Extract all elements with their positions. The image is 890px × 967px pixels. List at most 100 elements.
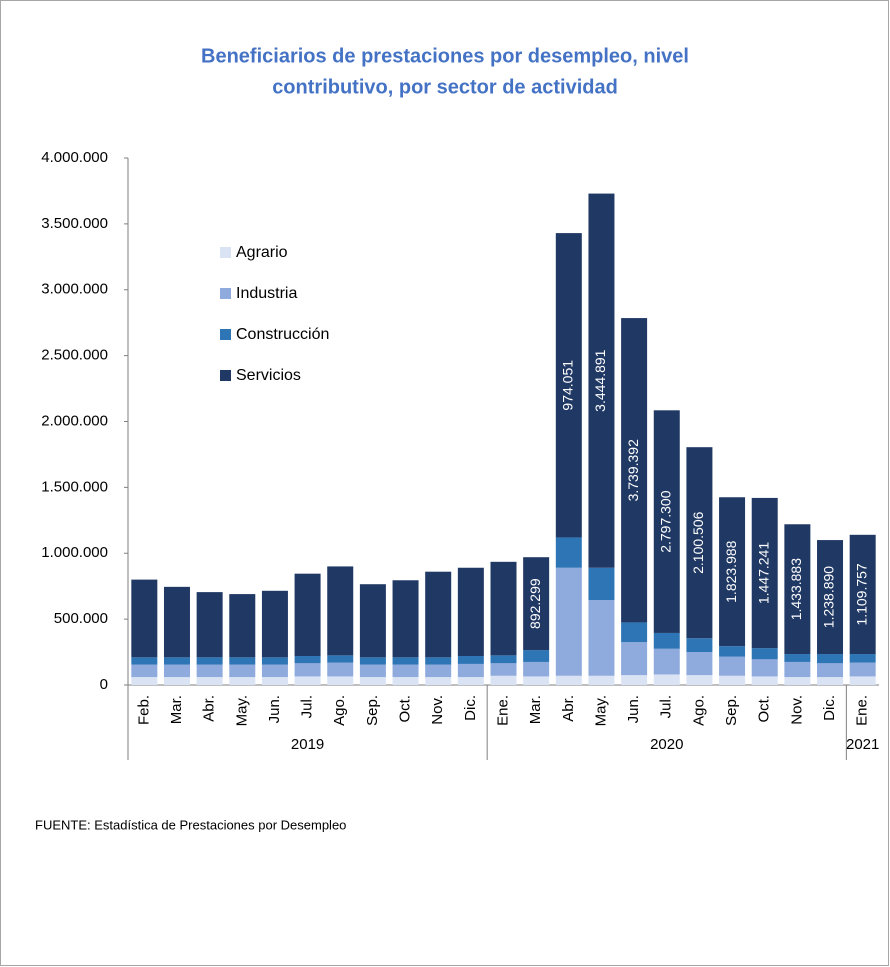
bar-segment bbox=[784, 654, 811, 662]
bar-segment bbox=[555, 567, 582, 676]
x-tick-label: Jul. bbox=[658, 695, 675, 718]
group-label: 2021 bbox=[846, 736, 879, 753]
bar-annotation: 974.051 bbox=[560, 360, 576, 411]
bar-segment bbox=[686, 675, 713, 685]
bar-segment bbox=[131, 664, 158, 678]
bar-segment bbox=[294, 656, 321, 664]
bar-segment bbox=[751, 676, 778, 685]
bar-segment bbox=[327, 655, 354, 663]
bar-segment bbox=[490, 655, 517, 664]
bar-segment bbox=[425, 657, 452, 665]
bar-segment bbox=[163, 664, 190, 678]
bar-segment bbox=[588, 600, 615, 676]
bar-segment bbox=[392, 664, 419, 678]
bar-segment bbox=[686, 638, 713, 653]
bar-segment bbox=[653, 674, 680, 685]
bar-segment bbox=[327, 566, 354, 656]
y-tick-label: 2.500.000 bbox=[41, 347, 108, 364]
y-tick-label: 4.000.000 bbox=[41, 149, 108, 166]
x-tick-label: Abr. bbox=[560, 695, 577, 722]
bar-segment bbox=[817, 654, 844, 664]
x-tick-label: Jun. bbox=[625, 695, 642, 723]
y-tick-label: 3.000.000 bbox=[41, 281, 108, 298]
bar-segment bbox=[457, 663, 484, 678]
x-tick-label: Jul. bbox=[299, 695, 316, 718]
bar-segment bbox=[131, 657, 158, 665]
x-tick-label: May. bbox=[592, 695, 609, 726]
bar-segment bbox=[490, 675, 517, 685]
group-label: 2019 bbox=[291, 736, 324, 753]
legend-swatch bbox=[220, 329, 231, 340]
bar-segment bbox=[457, 567, 484, 657]
bar-segment bbox=[359, 664, 386, 678]
group-label: 2020 bbox=[650, 736, 683, 753]
bar-segment bbox=[294, 676, 321, 685]
bar-segment bbox=[457, 677, 484, 685]
bar-segment bbox=[196, 664, 223, 678]
y-tick-label: 500.000 bbox=[54, 610, 108, 627]
bar-segment bbox=[719, 656, 746, 676]
bar-segment bbox=[588, 193, 615, 568]
x-tick-label: Oct. bbox=[397, 695, 414, 723]
bar-segment bbox=[131, 579, 158, 658]
bar-segment bbox=[653, 648, 680, 675]
bar-segment bbox=[131, 677, 158, 685]
bar-segment bbox=[490, 561, 517, 656]
bar-segment bbox=[523, 557, 550, 651]
legend-label: Servicios bbox=[236, 367, 301, 384]
legend-label: Construcción bbox=[236, 326, 329, 343]
y-tick-label: 2.000.000 bbox=[41, 412, 108, 429]
bar-segment bbox=[621, 318, 648, 623]
x-tick-label: Ago. bbox=[690, 695, 707, 726]
y-tick-label: 1.500.000 bbox=[41, 478, 108, 495]
bar-segment bbox=[425, 677, 452, 685]
bar-segment bbox=[653, 410, 680, 633]
bar-annotation: 2.797.300 bbox=[657, 490, 673, 552]
bar-segment bbox=[621, 675, 648, 685]
bar-segment bbox=[327, 676, 354, 685]
bar-segment bbox=[229, 657, 256, 665]
bar-segment bbox=[229, 594, 256, 658]
bar-segment bbox=[327, 662, 354, 677]
bar-segment bbox=[849, 534, 876, 655]
x-tick-label: Mar. bbox=[168, 695, 185, 724]
bar-segment bbox=[229, 677, 256, 685]
bar-segment bbox=[751, 659, 778, 677]
bar-segment bbox=[425, 664, 452, 678]
bar-segment bbox=[751, 648, 778, 660]
x-tick-label: Ene. bbox=[494, 695, 511, 726]
bar-segment bbox=[392, 580, 419, 658]
bar-segment bbox=[359, 584, 386, 658]
bar-annotation: 1.823.988 bbox=[723, 540, 739, 602]
bar-segment bbox=[163, 677, 190, 685]
bar-annotation: 892.299 bbox=[527, 578, 543, 629]
bar-annotation: 3.444.891 bbox=[592, 349, 608, 411]
bar-segment bbox=[523, 661, 550, 677]
bar-segment bbox=[196, 592, 223, 658]
chart-title: contributivo, por sector de actividad bbox=[272, 76, 618, 98]
bar-segment bbox=[621, 642, 648, 676]
bar-segment bbox=[196, 657, 223, 665]
bar-annotation: 1.109.757 bbox=[853, 563, 869, 625]
x-tick-label: Ene. bbox=[854, 695, 871, 726]
bar-segment bbox=[849, 676, 876, 685]
bar-segment bbox=[784, 661, 811, 678]
bar-segment bbox=[719, 646, 746, 657]
y-tick-label: 1.000.000 bbox=[41, 544, 108, 561]
legend-swatch bbox=[220, 247, 231, 258]
x-tick-label: Dic. bbox=[462, 695, 479, 721]
bar-segment bbox=[359, 677, 386, 685]
x-tick-label: Ago. bbox=[331, 695, 348, 726]
x-tick-label: Nov. bbox=[788, 695, 805, 725]
bar-segment bbox=[523, 676, 550, 685]
legend-label: Agrario bbox=[236, 244, 288, 261]
x-tick-label: Feb. bbox=[135, 695, 152, 725]
x-tick-label: Nov. bbox=[429, 695, 446, 725]
bar-segment bbox=[719, 497, 746, 647]
legend-label: Industria bbox=[236, 285, 297, 302]
bar-segment bbox=[261, 657, 288, 665]
bar-segment bbox=[261, 677, 288, 685]
bar-segment bbox=[653, 632, 680, 649]
bar-segment bbox=[392, 677, 419, 685]
